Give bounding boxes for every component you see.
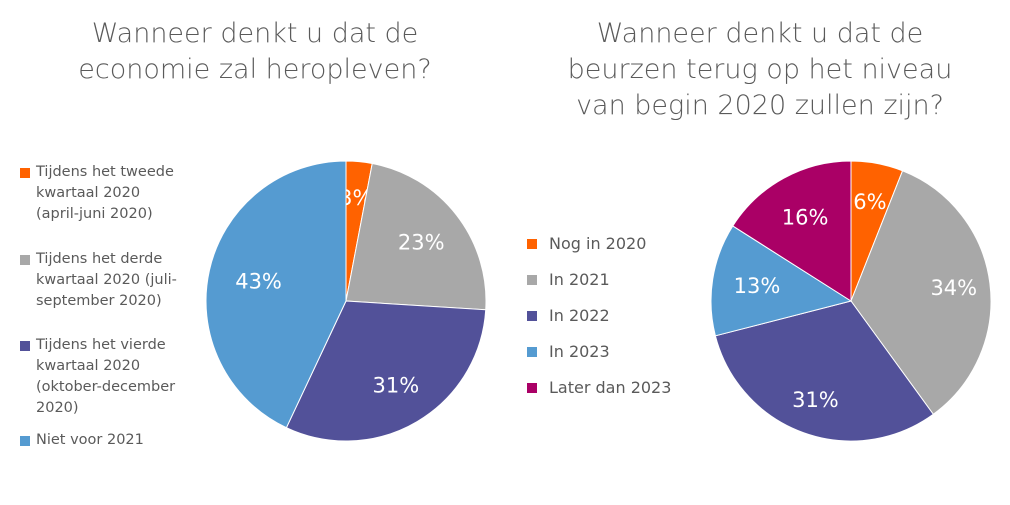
pie-slice-label: 31% xyxy=(373,373,420,397)
chart-title-left-line-1: Wanneer denkt u dat de xyxy=(91,18,419,49)
pie-slice xyxy=(710,225,853,337)
legend-swatch xyxy=(20,341,30,351)
pie-slice xyxy=(850,170,992,415)
legend-label: Later dan 2023 xyxy=(549,378,672,397)
legend-right: Nog in 2020 In 2021 In 2022 In 2023 Later da… xyxy=(527,233,697,413)
pie-slice-label: 34% xyxy=(930,276,977,300)
legend-item: Later dan 2023 xyxy=(527,377,697,399)
legend-swatch xyxy=(527,311,537,321)
pie-slice-label: 16% xyxy=(782,206,829,230)
chart-title-right: Wanneer denkt u dat de beurzen terug op … xyxy=(555,16,965,124)
pie-slice xyxy=(205,160,347,429)
legend-label: Tijdens het tweede kwartaal 2020 (april-ju… xyxy=(36,164,174,222)
legend-swatch xyxy=(527,383,537,393)
legend-swatch xyxy=(20,255,30,265)
chart-title-left-line-2: economie zal heropleven? xyxy=(78,54,432,85)
legend-label: Niet voor 2021 xyxy=(36,432,144,448)
legend-label: Tijdens het vierde kwartaal 2020 (oktober-… xyxy=(36,337,176,416)
pie-slice-label: 31% xyxy=(792,388,839,412)
legend-left: Tijdens het tweede kwartaal 2020 (april-ju… xyxy=(20,162,190,460)
legend-item: Tijdens het vierde kwartaal 2020 (oktober-… xyxy=(20,335,190,421)
legend-item: In 2021 xyxy=(527,269,697,291)
pie-slice xyxy=(285,300,487,442)
legend-label: Nog in 2020 xyxy=(549,234,647,253)
chart-title-right-line-3: van begin 2020 zullen zijn? xyxy=(576,90,944,121)
pie-slice-label: 23% xyxy=(398,231,445,255)
pie-slice-label: 43% xyxy=(235,269,282,293)
chart-title-right-line-2: beurzen terug op het niveau xyxy=(567,54,953,85)
pie-slice xyxy=(732,160,852,302)
legend-swatch xyxy=(527,275,537,285)
legend-swatch xyxy=(527,239,537,249)
pie-slice-label: 6% xyxy=(853,190,886,214)
pie-chart-left: 3%23%31%43% xyxy=(205,160,487,442)
legend-item: Tijdens het tweede kwartaal 2020 (april-ju… xyxy=(20,162,190,226)
chart-title-right-line-1: Wanneer denkt u dat de xyxy=(596,18,924,49)
legend-item: In 2023 xyxy=(527,341,697,363)
legend-label: Tijdens het derde kwartaal 2020 (juli-sep… xyxy=(36,251,177,309)
pie-slice-label: 13% xyxy=(734,274,781,298)
legend-label: In 2023 xyxy=(549,342,610,361)
pie-slice xyxy=(345,162,487,311)
chart-title-left: Wanneer denkt u dat de economie zal hero… xyxy=(55,16,455,88)
legend-item: Niet voor 2021 xyxy=(20,430,190,451)
legend-label: In 2021 xyxy=(549,270,610,289)
legend-swatch xyxy=(527,347,537,357)
legend-label: In 2022 xyxy=(549,306,610,325)
legend-swatch xyxy=(20,436,30,446)
legend-swatch xyxy=(20,168,30,178)
legend-item: In 2022 xyxy=(527,305,697,327)
legend-item: Tijdens het derde kwartaal 2020 (juli-sep… xyxy=(20,249,190,313)
pie-slice xyxy=(714,300,934,442)
pie-chart-right: 6% 34% 31% 13% 16% xyxy=(710,160,992,442)
legend-item: Nog in 2020 xyxy=(527,233,697,255)
